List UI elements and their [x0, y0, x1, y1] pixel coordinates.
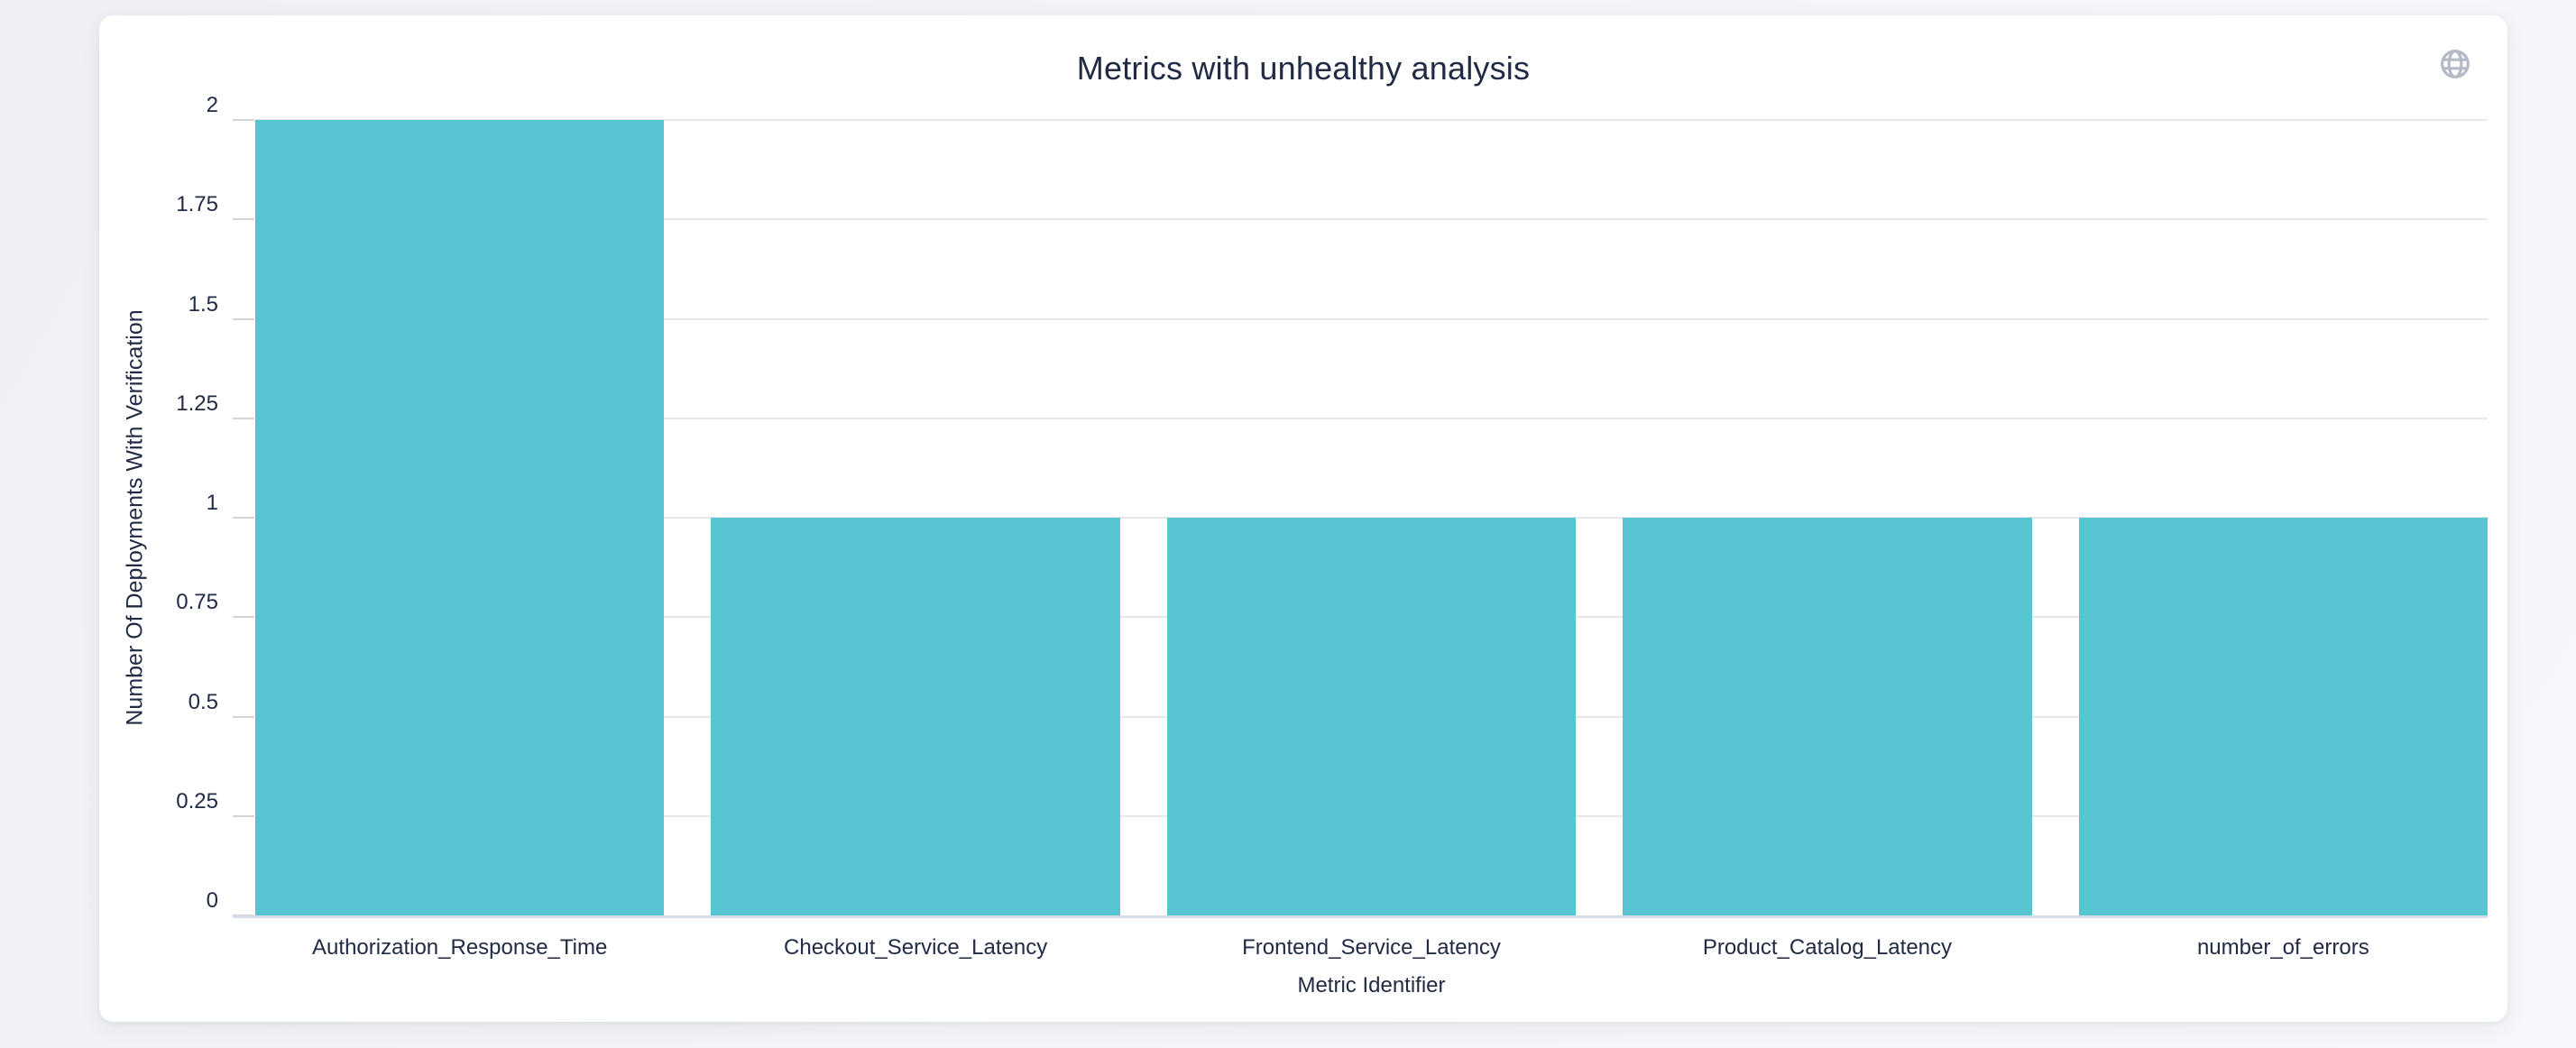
x-category-label: Authorization_Response_Time: [312, 935, 608, 960]
x-axis-title: Metric Identifier: [1297, 973, 1446, 997]
bar-Checkout_Service_Latency[interactable]: [711, 518, 1120, 915]
gridline: [255, 417, 2488, 419]
x-category-label: number_of_errors: [2196, 935, 2369, 960]
bars: [255, 120, 2489, 915]
y-tick-mark: [233, 814, 254, 817]
gridline: [255, 119, 2488, 121]
x-axis-labels: Authorization_Response_Time Checkout_Serv…: [255, 935, 2488, 961]
bar-number_of_errors[interactable]: [2078, 518, 2489, 915]
y-tick-label: 2: [206, 93, 218, 117]
gridline: [255, 218, 2488, 221]
gridline: [255, 317, 2488, 320]
y-tick-label: 0.75: [176, 590, 218, 615]
bar-Product_Catalog_Latency[interactable]: [1623, 518, 2032, 915]
y-tick-mark: [233, 119, 254, 121]
x-axis-line: [233, 915, 2488, 918]
y-tick-mark: [233, 715, 254, 718]
y-tick-label: 1: [206, 491, 218, 515]
y-tick-mark: [233, 517, 254, 519]
y-tick-label: 0.5: [188, 689, 218, 714]
chart-card: Metrics with unhealthy analysis Number O…: [99, 15, 2507, 1022]
y-tick-label: 1.5: [188, 291, 218, 317]
x-category-label: Frontend_Service_Latency: [1242, 935, 1501, 960]
y-tick-mark: [233, 218, 254, 221]
x-category-label: Checkout_Service_Latency: [784, 935, 1048, 960]
chart-title: Metrics with unhealthy analysis: [1076, 50, 1531, 87]
bar-Frontend_Service_Latency[interactable]: [1166, 518, 1577, 915]
y-tick-mark: [233, 417, 254, 419]
globe-icon[interactable]: [2437, 46, 2473, 82]
y-tick-label: 0: [206, 888, 218, 913]
y-tick-mark: [233, 616, 254, 619]
bar-Authorization_Response_Time[interactable]: [255, 120, 665, 915]
y-tick-label: 0.25: [176, 788, 218, 814]
x-category-label: Product_Catalog_Latency: [1702, 935, 1953, 960]
y-tick-label: 1.25: [176, 391, 218, 416]
y-tick-mark: [233, 317, 254, 320]
globe-icon-glyph: [2441, 50, 2470, 78]
y-tick-label: 1.75: [176, 192, 218, 217]
plot-area: [233, 119, 2489, 918]
y-axis: 0 0.25 0.5 0.75 1 1.25 1.5 1.75 2: [99, 93, 255, 916]
